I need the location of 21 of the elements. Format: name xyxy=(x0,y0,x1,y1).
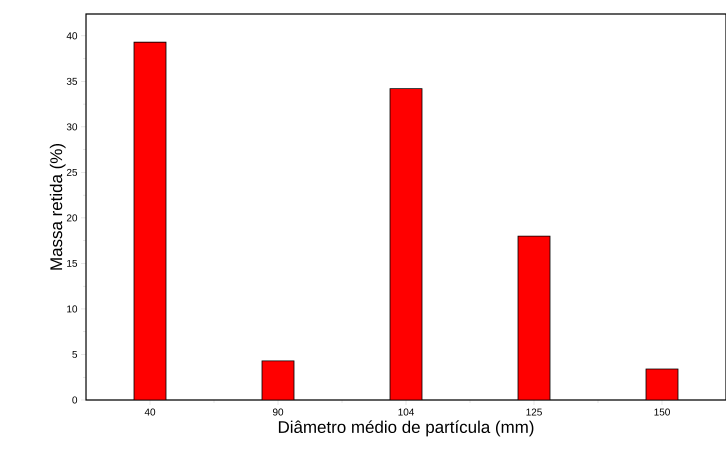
y-axis-title: Massa retida (%) xyxy=(50,144,66,270)
y-tick-label: 35 xyxy=(66,78,78,85)
y-tick-label: 25 xyxy=(66,168,78,176)
x-tick-label: 90 xyxy=(272,408,284,416)
bar xyxy=(518,236,550,400)
bar xyxy=(262,360,294,400)
x-axis-title: Diâmetro médio de partícula (mm) xyxy=(278,420,534,436)
x-tick-label: 125 xyxy=(526,408,542,416)
x-tick-label: 150 xyxy=(654,408,670,416)
y-tick-label: 30 xyxy=(66,123,78,130)
y-tick-label: 0 xyxy=(72,396,78,404)
y-tick-label: 20 xyxy=(66,214,78,222)
y-tick-label: 5 xyxy=(72,350,78,358)
x-tick-label: 104 xyxy=(398,408,414,416)
bar xyxy=(134,42,166,400)
y-tick-label: 10 xyxy=(67,305,78,312)
bar xyxy=(646,368,678,400)
x-tick-label: 40 xyxy=(144,408,156,416)
y-tick-label: 15 xyxy=(67,260,78,267)
y-tick-label: 40 xyxy=(66,32,78,40)
bar xyxy=(390,88,422,400)
